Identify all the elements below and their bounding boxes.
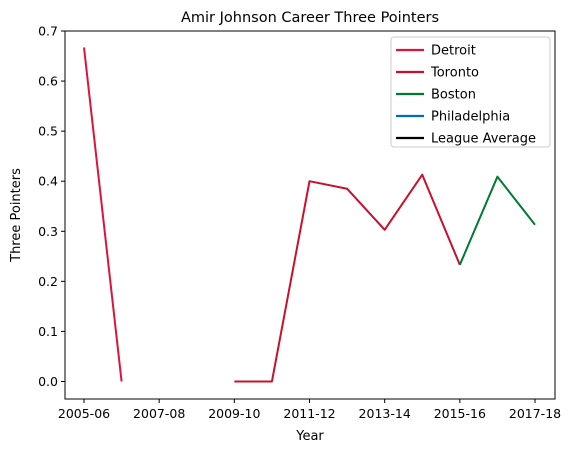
chart-title: Amir Johnson Career Three Pointers [181,10,439,26]
series-line-toronto [234,173,461,383]
x-tick-label: 2015-16 [434,406,486,421]
legend-entry-label: Detroit [431,44,476,59]
legend-entry-label: Boston [431,88,476,103]
series-lines [83,47,536,383]
legend-entry-label: Philadelphia [431,110,510,125]
legend-entry-label: Toronto [430,66,479,81]
series-line-boston [458,175,536,266]
y-tick-label: 0.3 [38,224,58,239]
legend: Detroit Toronto Boston Philadelphia League A… [390,36,551,148]
y-axis-label: Three Pointers [9,168,24,263]
y-tick-label: 0.5 [38,124,58,139]
y-tick-label: 0.4 [38,174,58,189]
x-tick-label: 2007-08 [133,406,185,421]
axis-ticks: 0.0 0.1 0.2 0.3 0.4 0.5 0.6 0.7 2005-06 2007-08 20… [38,24,561,422]
series-line-detroit [83,47,123,382]
y-tick-label: 0.2 [38,274,58,289]
y-tick-label: 0.7 [38,24,58,39]
legend-box [390,36,551,148]
x-tick-label: 2013-14 [359,406,411,421]
x-tick-label: 2005-06 [58,406,110,421]
y-tick-label: 0.6 [38,74,58,89]
x-tick-label: 2017-18 [509,406,561,421]
x-tick-label: 2009-10 [208,406,260,421]
y-tick-label: 0.0 [38,374,58,389]
x-axis-label: Year [295,429,324,444]
x-tick-label: 2011-12 [283,406,335,421]
y-tick-label: 0.1 [38,324,58,339]
plot-frame [64,30,556,400]
legend-entry-label: League Average [431,132,536,147]
